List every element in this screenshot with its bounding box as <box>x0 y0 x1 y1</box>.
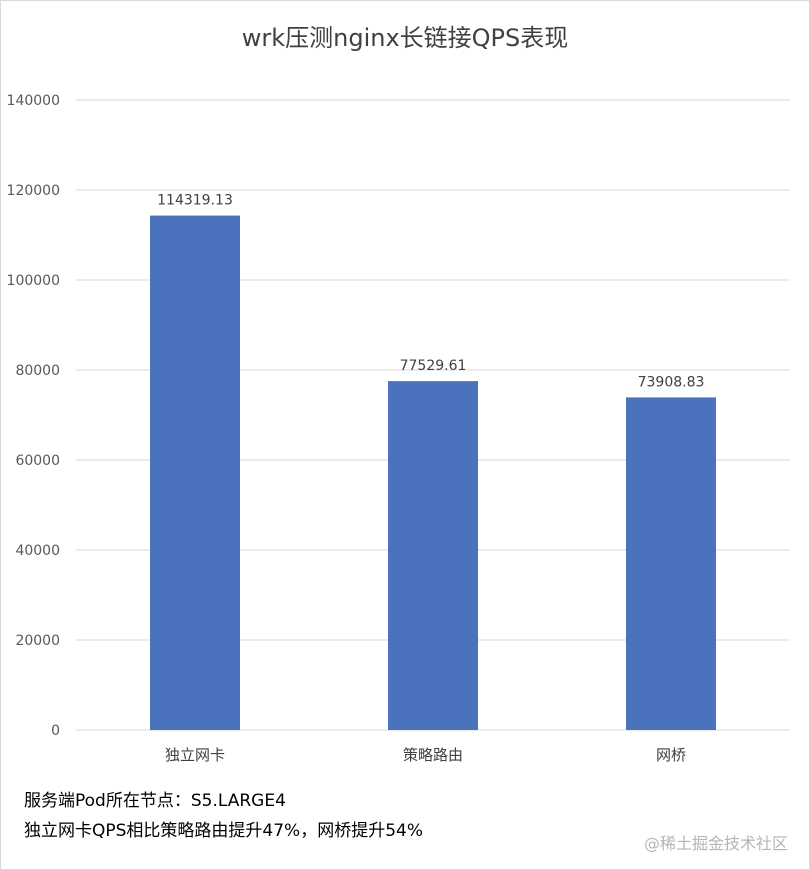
bar-2 <box>388 381 478 730</box>
x-tick-label-1: 独立网卡 <box>165 746 225 764</box>
chart-notes: 服务端Pod所在节点：S5.LARGE4 独立网卡QPS相比策略路由提升47%，… <box>24 786 423 846</box>
y-tick-label-60000: 60000 <box>15 453 60 469</box>
bar-1 <box>150 215 240 731</box>
x-tick-label-3: 网桥 <box>656 746 686 764</box>
bar-3 <box>626 397 716 730</box>
y-tick-label-0: 0 <box>51 723 60 739</box>
y-tick-label-80000: 80000 <box>15 363 60 379</box>
y-tick-label-40000: 40000 <box>15 543 60 559</box>
y-tick-label-140000: 140000 <box>7 93 60 109</box>
y-tick-label-100000: 100000 <box>7 273 60 289</box>
data-label-3: 73908.83 <box>638 374 705 390</box>
note-qps-improvement: 独立网卡QPS相比策略路由提升47%，网桥提升54% <box>24 821 423 841</box>
x-tick-label-2: 策略路由 <box>403 746 463 764</box>
chart-title: wrk压测nginx长链接QPS表现 <box>241 24 569 52</box>
y-tick-label-120000: 120000 <box>7 183 60 199</box>
data-label-2: 77529.61 <box>400 358 467 374</box>
watermark: @稀土掘金技术社区 <box>643 834 788 853</box>
y-tick-label-20000: 20000 <box>15 633 60 649</box>
data-label-1: 114319.13 <box>157 193 233 209</box>
note-node-info: 服务端Pod所在节点：S5.LARGE4 <box>24 791 286 811</box>
